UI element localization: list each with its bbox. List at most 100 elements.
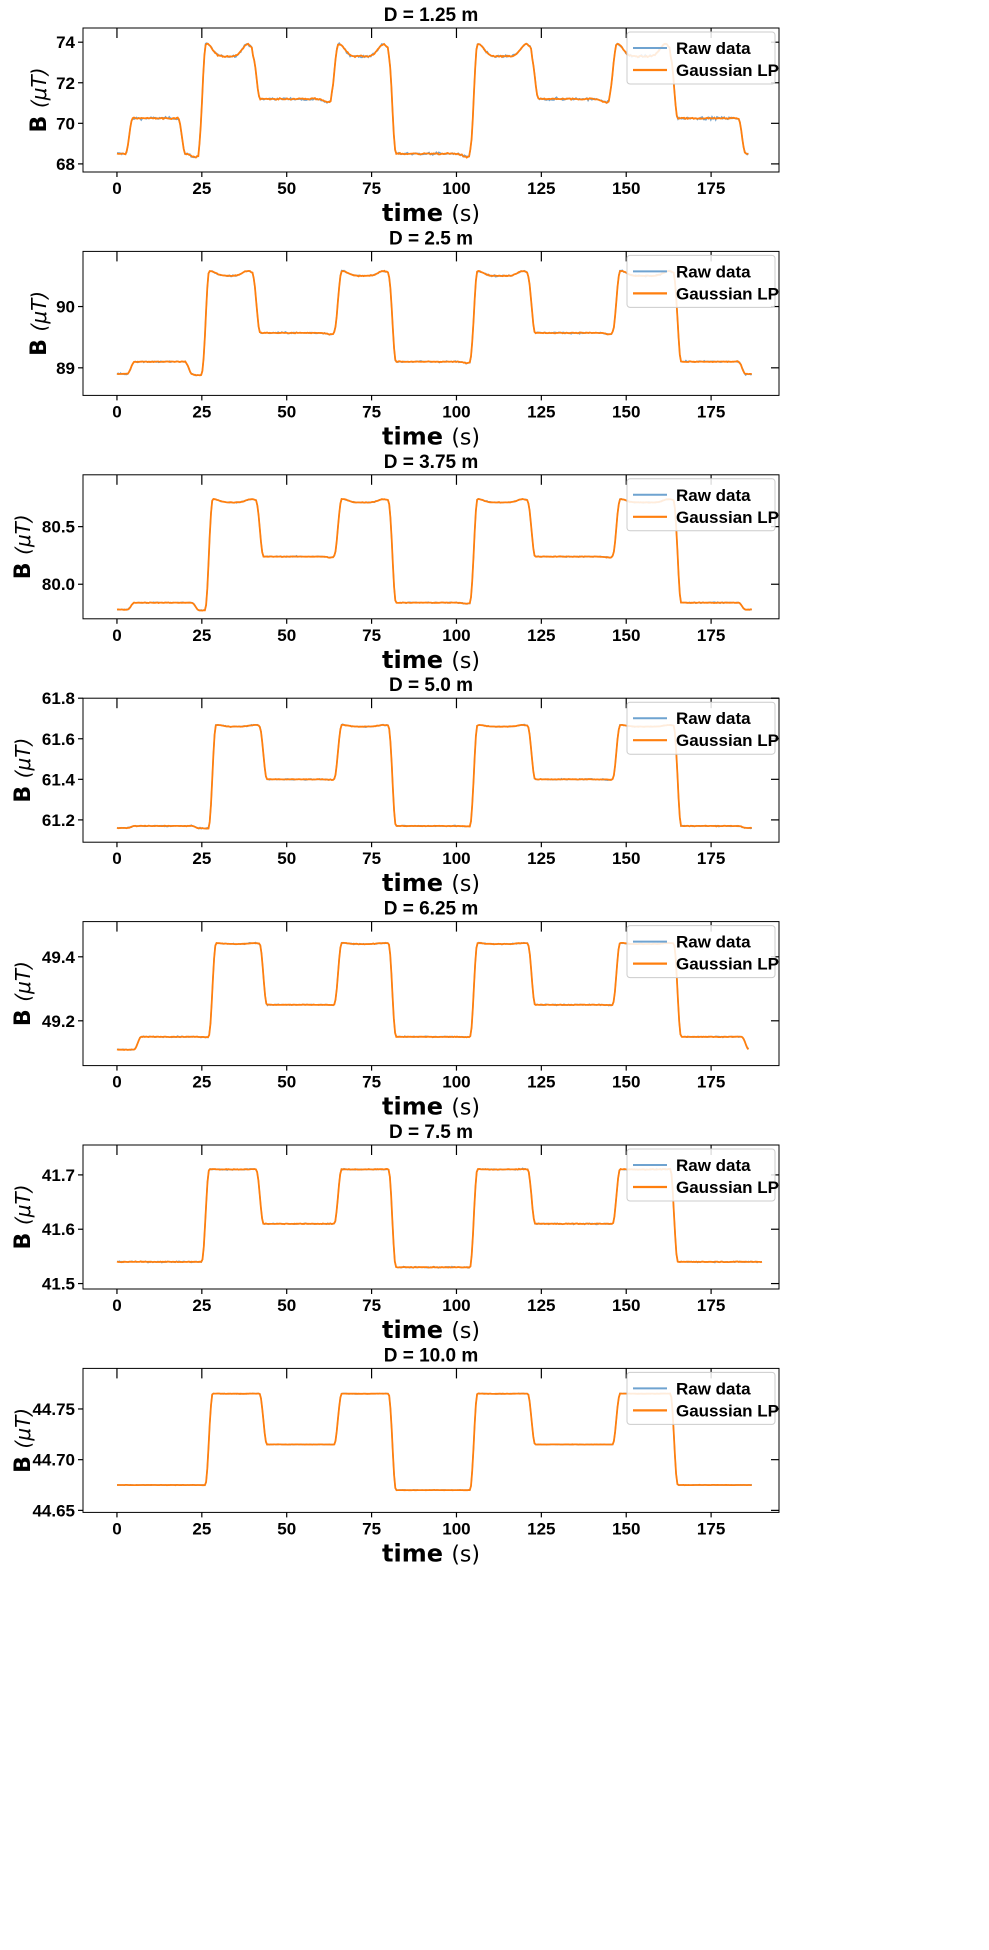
axes-frame	[82, 250, 780, 396]
y-tick-label: 41.6	[42, 1220, 75, 1239]
axes-frame	[82, 1367, 780, 1513]
legend-label-gaussian-lp: Gaussian LP	[676, 284, 779, 303]
x-tick-label: 175	[697, 1073, 725, 1092]
x-tick-label: 0	[112, 1296, 121, 1315]
legend-label-raw-data: Raw data	[676, 933, 751, 952]
chart-panel-6: D = 7.5 m 0 25 50 75 100 125 150 175 41.5 41.6 41.7…	[11, 1122, 780, 1344]
legend-label-raw-data: Raw data	[676, 1156, 751, 1175]
x-tick-label: 100	[442, 402, 470, 421]
legend: Raw data Gaussian LP	[626, 925, 779, 979]
x-axis-label: time (s)	[382, 869, 480, 897]
x-tick-label: 150	[612, 179, 640, 198]
x-tick-label: 150	[612, 402, 640, 421]
x-tick-label: 175	[697, 1296, 725, 1315]
chart-title: D = 7.5 m	[389, 1122, 473, 1143]
x-tick-label: 175	[697, 402, 725, 421]
chart-panel-4: D = 5.0 m 0 25 50 75 100 125 150 175 61.2 61.4 61.6…	[11, 675, 780, 897]
legend-label-gaussian-lp: Gaussian LP	[676, 508, 779, 527]
x-tick-label: 75	[362, 1519, 381, 1538]
y-axis-label: B (μT)	[27, 68, 52, 133]
y-axis-label: B (μT)	[11, 1408, 36, 1473]
x-tick-label: 100	[442, 1073, 470, 1092]
y-tick-label: 80.0	[42, 575, 75, 594]
y-axis-label-unit: (μT)	[27, 291, 51, 332]
x-axis-label-name: time	[382, 422, 451, 450]
chart-panel-5: D = 6.25 m 0 25 50 75 100 125 150 175 49.2 49.4 tim…	[11, 899, 780, 1121]
x-axis-label: time (s)	[382, 199, 480, 227]
y-tick-label: 89	[56, 359, 75, 378]
legend-label-gaussian-lp: Gaussian LP	[676, 731, 779, 750]
y-tick-label: 61.8	[42, 689, 75, 708]
y-tick-label: 49.2	[42, 1012, 75, 1031]
x-tick-label: 125	[527, 849, 555, 868]
y-axis-label: B (μT)	[11, 1185, 36, 1250]
y-axis-label-name: B	[11, 778, 36, 802]
x-tick-label: 50	[277, 626, 296, 645]
x-tick-label: 150	[612, 1296, 640, 1315]
x-tick-label: 100	[442, 626, 470, 645]
x-tick-label: 25	[192, 849, 211, 868]
x-tick-label: 150	[612, 626, 640, 645]
axes-frame	[82, 474, 780, 620]
y-axis-label: B (μT)	[11, 514, 36, 579]
y-tick-label: 61.2	[42, 811, 75, 830]
x-tick-label: 25	[192, 1519, 211, 1538]
x-axis-label-name: time	[382, 1539, 451, 1567]
legend-label-raw-data: Raw data	[676, 486, 751, 505]
x-tick-label: 175	[697, 179, 725, 198]
y-tick-label: 80.5	[42, 518, 75, 537]
y-tick-label: 41.5	[42, 1275, 75, 1294]
x-axis-label: time (s)	[382, 1316, 480, 1344]
x-axis-label-unit: (s)	[451, 1096, 480, 1121]
axes-frame	[82, 27, 780, 173]
chart-title: D = 2.5 m	[389, 228, 473, 249]
chart-title: D = 1.25 m	[384, 5, 479, 26]
x-tick-label: 175	[697, 626, 725, 645]
y-axis-label-name: B	[11, 1002, 36, 1026]
x-tick-label: 150	[612, 1519, 640, 1538]
chart-panel-7: D = 10.0 m 0 25 50 75 100 125 150 175 44.65 44.70 4…	[11, 1345, 780, 1567]
y-axis-label-unit: (μT)	[11, 738, 35, 779]
y-tick-label: 74	[56, 33, 75, 52]
x-tick-label: 0	[112, 402, 121, 421]
x-tick-label: 50	[277, 849, 296, 868]
legend: Raw data Gaussian LP	[626, 254, 779, 308]
y-tick-label: 70	[56, 114, 75, 133]
y-axis-label-unit: (μT)	[11, 961, 35, 1002]
y-axis-label-name: B	[11, 1225, 36, 1249]
axes-frame	[82, 697, 780, 843]
y-axis-label-unit: (μT)	[11, 1408, 35, 1449]
x-tick-label: 0	[112, 849, 121, 868]
x-tick-label: 150	[612, 1073, 640, 1092]
x-tick-label: 50	[277, 179, 296, 198]
y-axis-label-name: B	[11, 555, 36, 579]
legend-label-gaussian-lp: Gaussian LP	[676, 61, 779, 80]
legend: Raw data Gaussian LP	[626, 701, 779, 755]
chart-title: D = 6.25 m	[384, 899, 479, 920]
x-axis-label-unit: (s)	[451, 649, 480, 674]
x-tick-label: 100	[442, 1296, 470, 1315]
legend-label-gaussian-lp: Gaussian LP	[676, 1401, 779, 1420]
axes-frame	[82, 921, 780, 1067]
chart-panel-3: D = 3.75 m 0 25 50 75 100 125 150 175 80.0 80.5 tim…	[11, 452, 780, 674]
x-tick-label: 100	[442, 179, 470, 198]
x-axis-label-name: time	[382, 646, 451, 674]
x-tick-label: 50	[277, 402, 296, 421]
x-tick-label: 100	[442, 849, 470, 868]
x-axis-label-name: time	[382, 1316, 451, 1344]
legend-label-raw-data: Raw data	[676, 262, 751, 281]
legend: Raw data Gaussian LP	[626, 31, 779, 85]
axes-frame	[82, 1144, 780, 1290]
y-tick-label: 44.65	[32, 1501, 75, 1520]
x-axis-label: time (s)	[382, 422, 480, 450]
y-axis-label: B (μT)	[11, 738, 36, 803]
x-tick-label: 50	[277, 1296, 296, 1315]
chart-panel-1: D = 1.25 m 0 25 50 75 100 125 150 175 68 70 72 74 tim…	[27, 5, 780, 227]
x-tick-label: 25	[192, 179, 211, 198]
x-axis-label: time (s)	[382, 646, 480, 674]
x-tick-label: 75	[362, 626, 381, 645]
y-tick-label: 44.75	[32, 1400, 75, 1419]
x-axis-label: time (s)	[382, 1539, 480, 1567]
x-tick-label: 75	[362, 179, 381, 198]
legend: Raw data Gaussian LP	[626, 478, 779, 532]
